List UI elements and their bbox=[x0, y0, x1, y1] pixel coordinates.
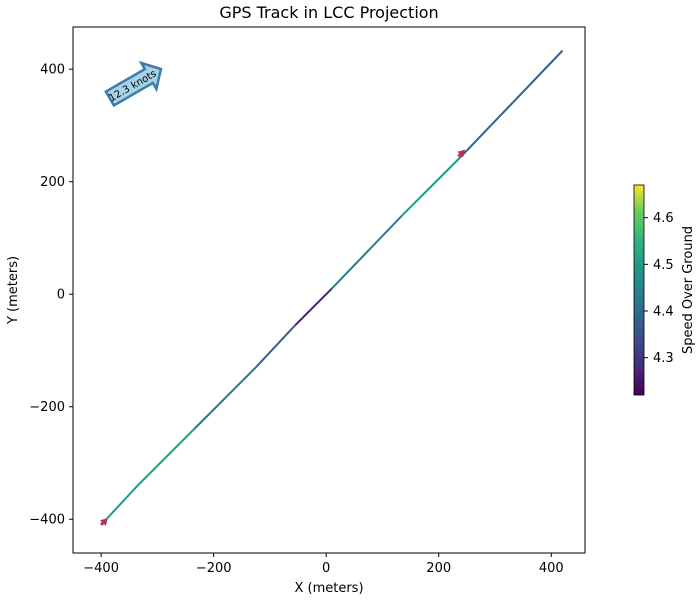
speed-annotation: 12.3 knots bbox=[104, 60, 163, 108]
colorbar-tick-label: 4.4 bbox=[653, 305, 674, 320]
speed-annotation-arrow bbox=[104, 60, 163, 108]
track-segment bbox=[331, 214, 403, 290]
direction-arrow-head bbox=[457, 149, 466, 158]
x-tick-label: −400 bbox=[83, 561, 119, 576]
colorbar-ticks: 4.3 4.4 4.5 4.6 bbox=[644, 211, 674, 366]
colorbar-gradient bbox=[633, 184, 645, 396]
plot-area-frame bbox=[72, 26, 586, 554]
colorbar: 4.3 4.4 4.5 4.6 Speed Over Ground bbox=[633, 184, 696, 396]
x-axis: −400 −200 0 200 400 bbox=[83, 553, 564, 576]
x-tick-label: 200 bbox=[426, 561, 451, 576]
colorbar-tick-label: 4.5 bbox=[653, 258, 674, 273]
track-segment bbox=[294, 287, 333, 326]
x-tick-label: 0 bbox=[322, 561, 330, 576]
track-segment bbox=[255, 324, 296, 369]
track-segment bbox=[193, 366, 257, 430]
x-tick-label: −200 bbox=[196, 561, 232, 576]
y-tick-label: −200 bbox=[29, 400, 65, 415]
y-tick-label: −400 bbox=[29, 513, 65, 528]
x-tick-label: 400 bbox=[539, 561, 564, 576]
colorbar-tick-label: 4.6 bbox=[653, 211, 674, 226]
colorbar-label: Speed Over Ground bbox=[681, 226, 696, 354]
y-axis: −400 −200 0 200 400 bbox=[29, 63, 73, 528]
y-axis-label: Y (meters) bbox=[6, 256, 21, 325]
y-tick-label: 400 bbox=[40, 63, 65, 78]
y-tick-label: 200 bbox=[40, 175, 65, 190]
track-segment bbox=[460, 49, 564, 158]
direction-arrow-shaft bbox=[457, 153, 462, 158]
y-tick-label: 0 bbox=[57, 288, 65, 303]
colorbar-tick-label: 4.3 bbox=[653, 351, 674, 366]
direction-arrow-head bbox=[100, 518, 108, 526]
track-segment bbox=[401, 155, 462, 217]
chart-title: GPS Track in LCC Projection bbox=[219, 3, 438, 22]
direction-arrow-shaft bbox=[100, 522, 104, 526]
x-axis-label: X (meters) bbox=[294, 581, 363, 596]
plot-marks bbox=[100, 49, 564, 526]
track-segment bbox=[136, 428, 195, 487]
